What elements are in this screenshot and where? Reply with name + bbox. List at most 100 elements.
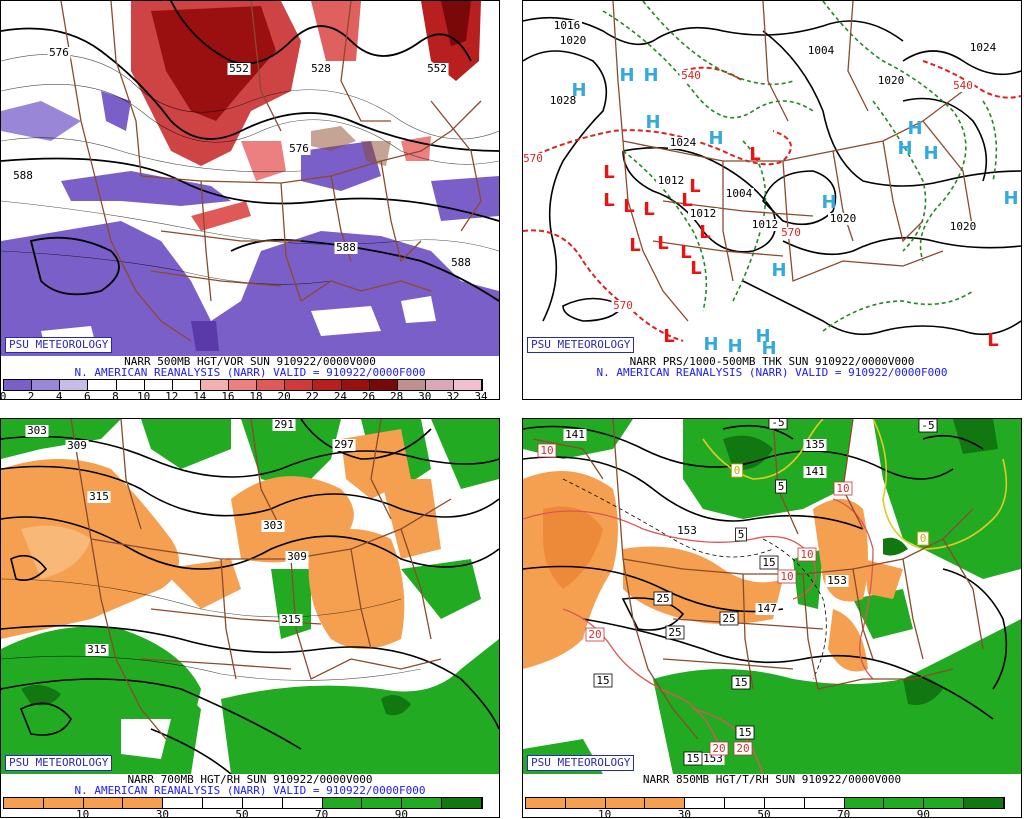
temperature-label: 25 — [668, 626, 681, 639]
colorbar-tick-label: 50 — [235, 808, 249, 818]
height-contour-label: 309 — [67, 439, 87, 452]
label-background — [523, 153, 545, 165]
high-pressure-marker: H — [907, 118, 922, 139]
temperature-label: 10 — [780, 570, 793, 583]
label-background — [679, 70, 703, 82]
high-pressure-marker: H — [619, 65, 634, 86]
label-box — [833, 481, 853, 496]
low-pressure-marker: L — [657, 233, 668, 254]
thickness-label: 540 — [681, 69, 701, 82]
colorbar-segment — [402, 798, 443, 808]
label-background — [11, 170, 35, 182]
map-svg-700mb: 303 309 315 291 297 303 309 315 315 — [1, 419, 499, 774]
low-pressure-marker: L — [603, 190, 614, 211]
label-background — [803, 439, 827, 451]
map-500mb: 576 588 552 528 552 576 588 588 — [1, 1, 499, 356]
colorbar-segment — [526, 798, 566, 808]
height-contour-label: 135 — [805, 438, 825, 451]
isobar-label: 1020 — [878, 74, 905, 87]
label-background — [968, 42, 998, 54]
temperature-label: 20 — [588, 628, 601, 641]
label-background — [688, 208, 718, 220]
colorbar-tick-label: 30 — [418, 390, 432, 400]
colorbar-tick-label: 70 — [837, 808, 851, 818]
height-contour-label: 552 — [427, 62, 447, 75]
height-contour-label: 309 — [287, 550, 307, 563]
colorbar-tick-label: 30 — [155, 808, 169, 818]
temperature-label: 15 — [738, 726, 751, 739]
label-box — [731, 463, 743, 478]
low-pressure-marker: L — [603, 162, 614, 183]
colorbar-segment — [725, 798, 765, 808]
vorticity-colorbar — [3, 379, 483, 391]
label-box — [585, 627, 605, 642]
colorbar-segment — [369, 380, 398, 390]
label-background — [87, 491, 111, 503]
label-box — [917, 531, 929, 546]
high-pressure-marker: H — [645, 112, 660, 133]
temperature-label: 10 — [540, 444, 553, 457]
isobar-label: 1024 — [970, 41, 997, 54]
label-background — [558, 35, 588, 47]
isobar-label: 1024 — [670, 136, 697, 149]
map-svg-surface: 1016 1020 1028 1004 1020 1024 1024 1012 1004 1012… — [523, 1, 1021, 356]
high-pressure-marker: H — [1003, 188, 1018, 209]
high-pressure-marker: H — [771, 260, 786, 281]
colorbar-segment — [442, 798, 482, 808]
temperature-label: 10 — [836, 482, 849, 495]
height-contour-label: 528 — [311, 62, 331, 75]
temperature-label: 5 — [778, 480, 785, 493]
label-background — [548, 95, 578, 107]
colorbar-tick-label: 26 — [361, 390, 376, 400]
panel-surface-pressure-thickness: 1016 1020 1028 1004 1020 1024 1024 1012 1004 1012… — [522, 0, 1022, 400]
colorbar-segment — [685, 798, 726, 808]
height-contour-label: 315 — [281, 613, 301, 626]
label-background — [425, 63, 449, 75]
isobar-label: 1020 — [950, 220, 977, 233]
high-pressure-marker: H — [897, 138, 912, 159]
label-background — [25, 425, 49, 437]
temperature-label: 25 — [656, 592, 669, 605]
temperature-label: 25 — [722, 612, 735, 625]
low-pressure-marker: L — [690, 258, 701, 279]
chart-title: NARR 700MB HGT/RH SUN 910922/0000V000 — [127, 773, 373, 786]
colorbar-tick-label: 2 — [27, 390, 35, 400]
chart-subtitle: N. AMERICAN REANALYSIS (NARR) VALID = 91… — [596, 366, 948, 379]
rh-colorbar-ticks: 10 30 50 70 90 — [3, 808, 481, 818]
label-background — [85, 644, 109, 656]
colorbar-tick-label: 32 — [446, 390, 460, 400]
label-background — [227, 63, 251, 75]
label-background — [750, 219, 780, 231]
label-background — [948, 221, 978, 233]
height-contour-label: 291 — [274, 419, 294, 431]
low-pressure-marker: L — [681, 190, 692, 211]
colorbar-segment — [282, 798, 323, 808]
height-contour-label: 315 — [89, 490, 109, 503]
colorbar-segment — [313, 380, 342, 390]
colorbar-segment — [116, 380, 145, 390]
high-pressure-marker: H — [761, 338, 776, 356]
thickness-label: 570 — [613, 299, 633, 312]
label-box — [777, 569, 797, 584]
colorbar-tick-label: 14 — [193, 390, 207, 400]
label-box — [683, 751, 703, 766]
temperature-label: -5 — [771, 419, 784, 429]
isobar-label: 1028 — [550, 94, 577, 107]
low-pressure-marker: L — [699, 222, 710, 243]
panel-500mb-vorticity: 576 588 552 528 552 576 588 588 PSU METEOROLOGY… — [0, 0, 500, 400]
high-pressure-marker: H — [755, 326, 770, 347]
height-contour-label: 588 — [451, 256, 471, 269]
label-background — [332, 439, 356, 451]
colorbar-segment — [605, 798, 646, 808]
rh-colorbar-ticks: 10 30 50 70 90 — [525, 808, 1003, 818]
colorbar-segment — [4, 380, 33, 390]
label-background — [701, 753, 725, 765]
label-box — [775, 479, 787, 494]
temperature-label: -5 — [921, 419, 934, 432]
isobar-label: 1012 — [658, 174, 685, 187]
panel-850mb-temp-rh: 141 135 141 153 147 153 153 -5 -5 10 10 5 5 15 10 10 0 0 2… — [522, 418, 1022, 818]
label-background — [279, 614, 303, 626]
height-contour-label: 141 — [565, 428, 585, 441]
colorbar-segment — [32, 380, 61, 390]
